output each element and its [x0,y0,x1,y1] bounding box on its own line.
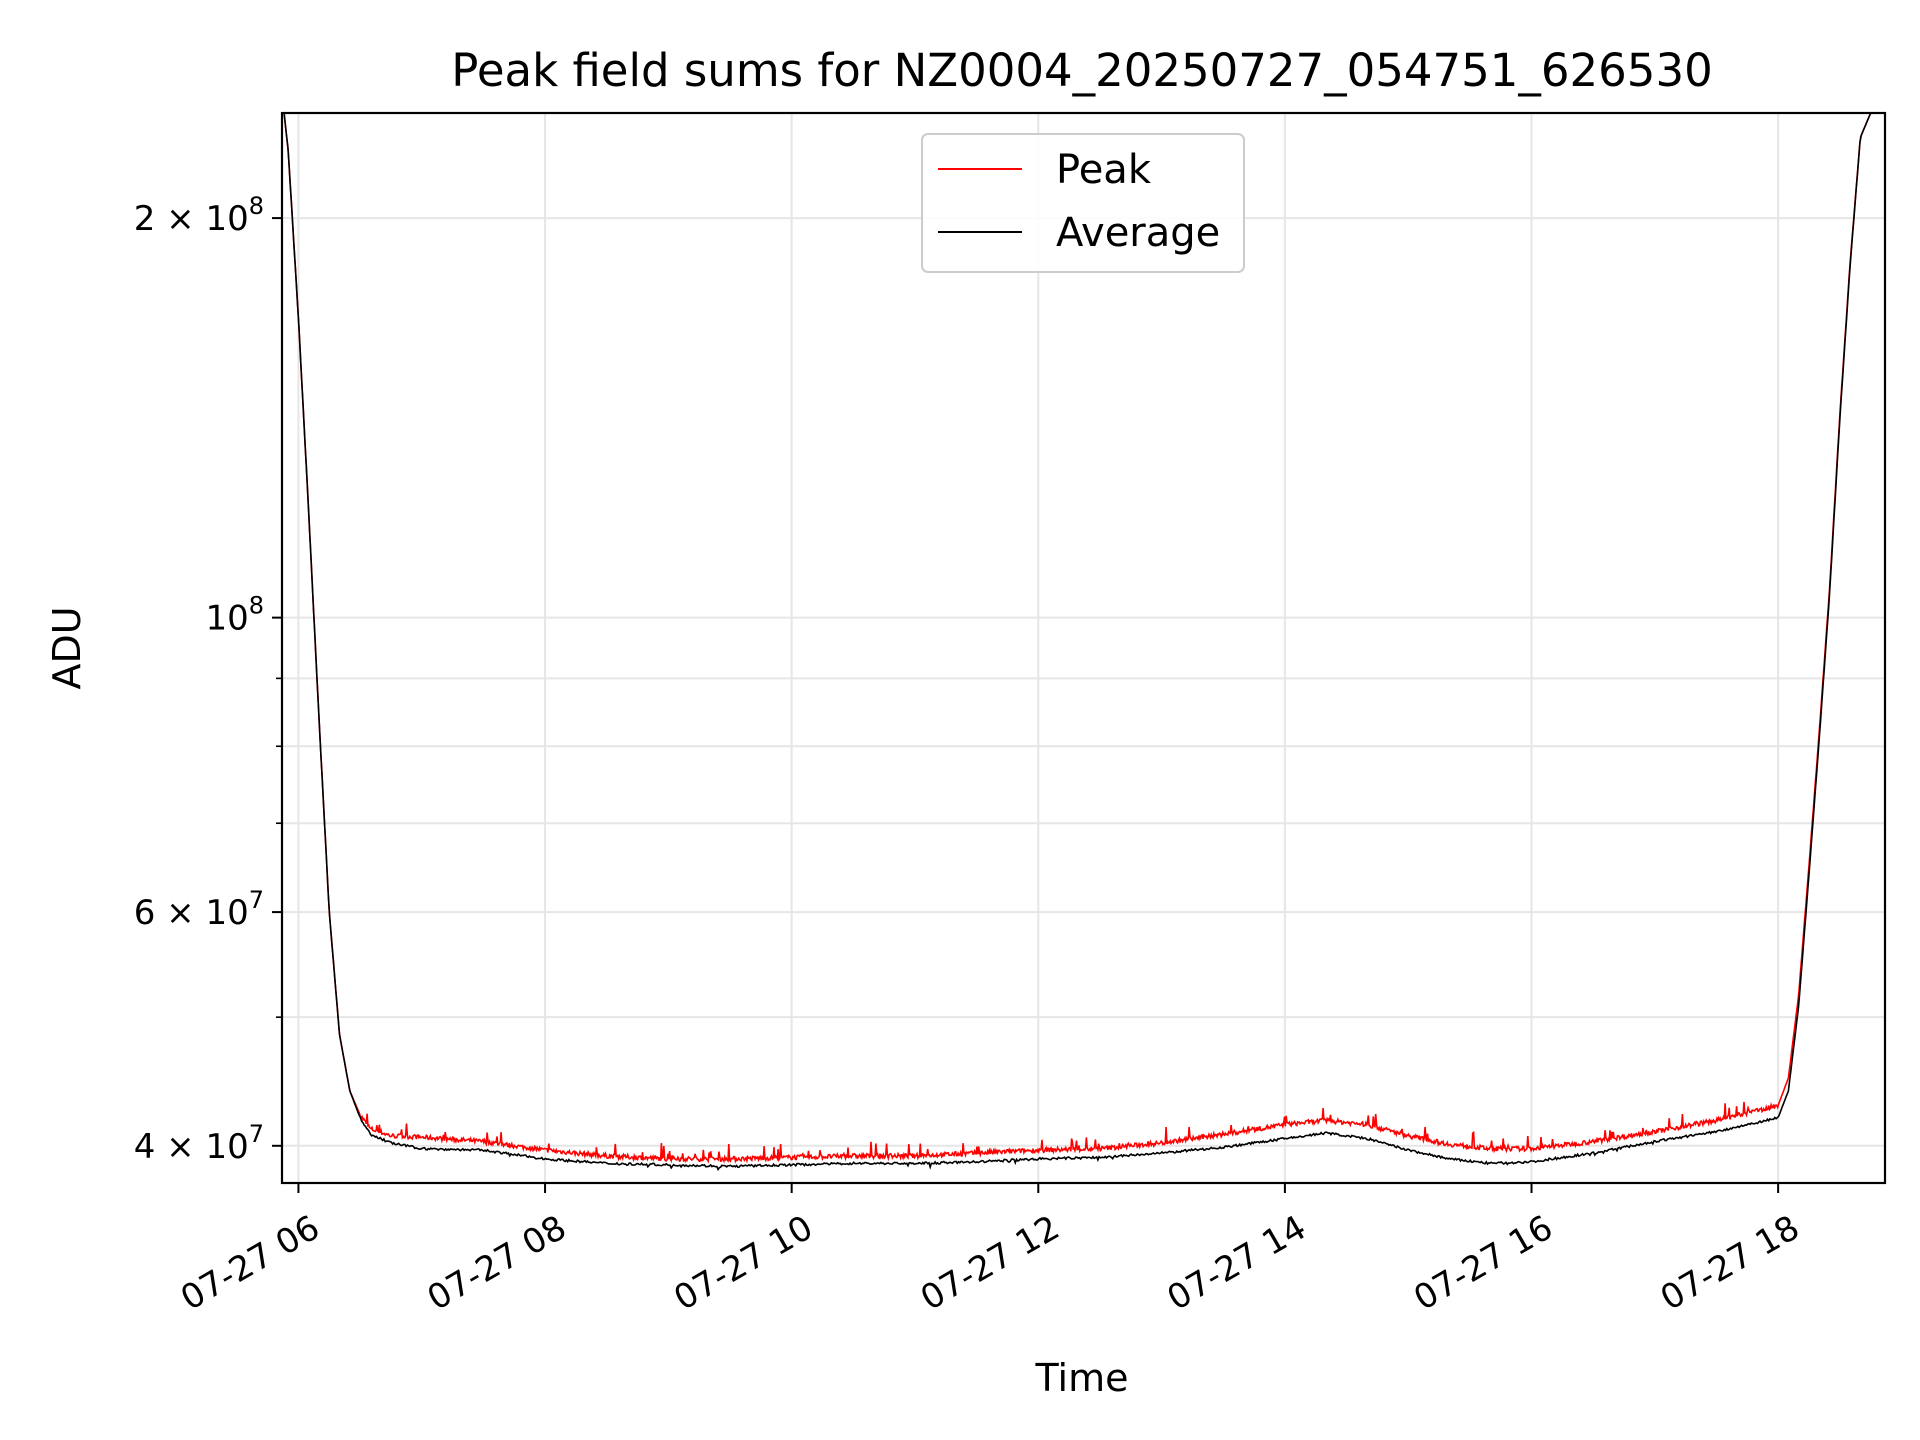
x-axis-label: Time [1035,1356,1129,1400]
plot-frame [280,111,1887,1185]
y-tick-label: 6 × 107 [134,886,264,933]
legend-label-average: Average [1056,210,1220,256]
plot-area [283,113,1885,1172]
chart-title: Peak field sums for NZ0004_20250727_0547… [451,44,1712,97]
series-peak-line [283,113,1885,1164]
legend: Peak Average [921,133,1245,273]
grid [282,113,1885,1183]
legend-label-peak: Peak [1056,147,1152,193]
y-tick-label: 2 × 108 [134,192,264,239]
y-tick-label: 4 × 107 [134,1120,264,1167]
y-axis-label: ADU [45,606,89,689]
series-average-line [283,113,1885,1172]
y-axis: 4 × 107 6 × 107 108 2 × 108 [134,192,282,1167]
y-tick-label: 108 [205,592,264,639]
